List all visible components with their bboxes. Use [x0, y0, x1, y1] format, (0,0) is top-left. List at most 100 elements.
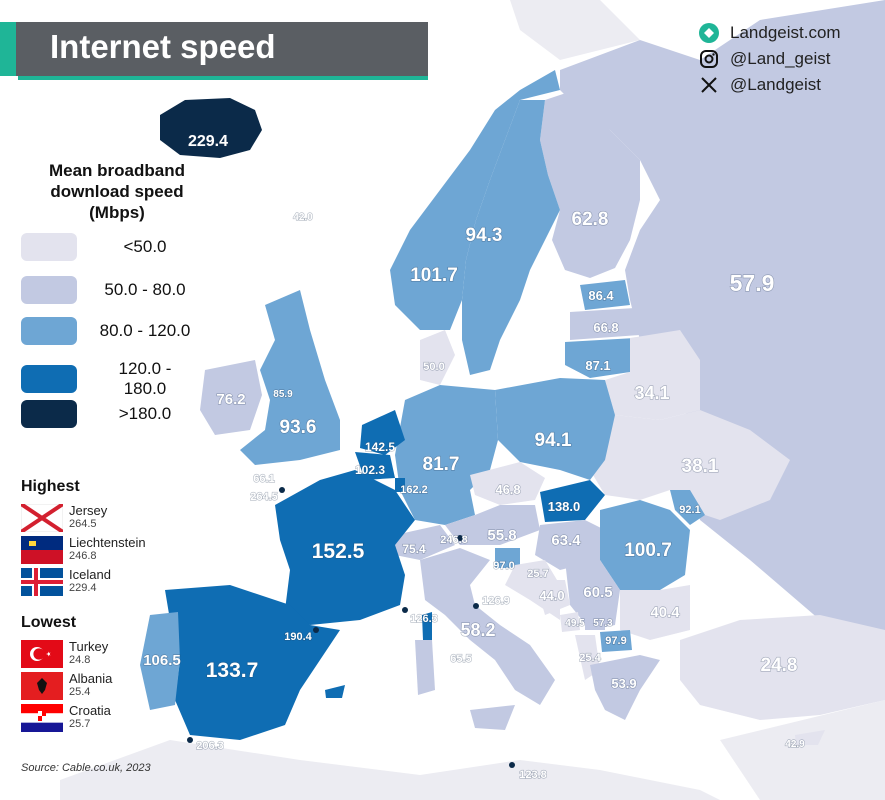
bulgaria-value: 40.4 [650, 604, 680, 621]
social-links: Landgeist.com @Land_geist @Landgeist [698, 20, 841, 98]
lowest-item: Croatia 25.7 [21, 704, 111, 732]
jersey-flag-icon [21, 504, 63, 532]
slovenia-value: 97.0 [493, 560, 514, 572]
slovakia-value: 138.0 [548, 499, 581, 514]
liechtenstein-flag-icon [21, 536, 63, 564]
gibraltar-dot [187, 737, 193, 743]
x-logo-icon [698, 74, 720, 96]
san-marino-dot [473, 603, 479, 609]
turkey-value: 24.8 [761, 655, 798, 676]
legend-item: 80.0 - 120.0 [21, 317, 195, 345]
estonia-value: 86.4 [588, 288, 614, 303]
legend-item: >180.0 [21, 400, 195, 428]
sardinia-region [415, 640, 435, 695]
ireland-value: 76.2 [216, 391, 245, 408]
albania-flag-icon [21, 672, 63, 700]
finland-region [540, 90, 640, 278]
globe-icon [698, 22, 720, 44]
legend-swatch [21, 365, 77, 393]
legend-item: 120.0 - 180.0 [21, 359, 195, 399]
andorra-value: 190.4 [284, 631, 312, 643]
ireland-region [200, 360, 262, 435]
uk-value: 93.6 [280, 417, 317, 438]
spain-value: 133.7 [206, 659, 259, 682]
luxembourg-value: 162.2 [400, 484, 428, 496]
liechtenstein-dot [457, 535, 463, 541]
sweden-region [462, 100, 560, 375]
moldova-value: 92.1 [679, 504, 700, 516]
belgium-region [355, 452, 395, 480]
montenegro-region [560, 612, 580, 632]
romania-value: 100.7 [624, 540, 672, 561]
slovakia-region [540, 480, 605, 522]
spain-region [165, 585, 340, 740]
poland-region [495, 378, 615, 480]
ukraine-value: 38.1 [682, 456, 719, 477]
highest-name: Jersey [69, 503, 108, 518]
france-region [275, 470, 415, 625]
hungary-value: 63.4 [551, 532, 581, 549]
legend-item: 50.0 - 80.0 [21, 276, 195, 304]
highest-value: 229.4 [69, 582, 97, 594]
serbia-region [565, 560, 620, 630]
croatia-flag-icon [21, 704, 63, 732]
page-title: Internet speed [50, 28, 276, 65]
title-underline [18, 76, 428, 80]
legend-swatch [21, 276, 77, 304]
slovenia-region [495, 548, 520, 568]
bosnia-region [535, 580, 570, 615]
sicily-region [470, 705, 515, 730]
legend-label: >180.0 [118, 404, 172, 423]
title-banner [0, 22, 428, 76]
portugal-value: 106.5 [143, 652, 181, 669]
vatican-value: 65.5 [450, 653, 471, 665]
czechia-value: 46.8 [495, 482, 520, 497]
isle-of-man-value: 85.9 [273, 389, 293, 400]
austria-value: 55.8 [487, 527, 516, 544]
albania-value: 25.4 [579, 652, 601, 664]
legend-label: 120.0 - 180.0 [118, 359, 172, 398]
north-macedonia-value: 97.9 [605, 635, 626, 647]
website-link[interactable]: Landgeist.com [698, 20, 841, 46]
lowest-heading: Lowest [21, 614, 77, 631]
iceland-region [160, 98, 262, 158]
poland-value: 94.1 [535, 430, 572, 451]
italy-value: 58.2 [460, 620, 495, 640]
germany-region [395, 385, 498, 525]
legend-title-line-1: Mean broadband [48, 161, 185, 180]
luxembourg-region [395, 478, 405, 492]
legend-label: 80.0 - 120.0 [99, 321, 191, 340]
jersey-value: 264.5 [250, 491, 278, 503]
liechtenstein-value: 246.8 [440, 534, 468, 546]
iceland-value: 229.4 [188, 133, 228, 150]
switzerland-region [395, 525, 455, 560]
gibraltar-value: 206.3 [196, 740, 224, 752]
legend-swatch [21, 233, 77, 261]
norway-value: 101.7 [410, 265, 458, 286]
bulgaria-region [620, 585, 690, 640]
x-link[interactable]: @Landgeist [698, 72, 841, 98]
legend-item: <50.0 [21, 233, 195, 261]
cyprus-value: 42.9 [785, 739, 805, 750]
uk-region [240, 290, 340, 465]
denmark-value: 50.0 [423, 361, 444, 373]
lowest-item: Albania 25.4 [21, 672, 112, 700]
lowest-name: Albania [69, 671, 113, 686]
website-text: Landgeist.com [730, 23, 841, 42]
kosovo-value: 57.3 [593, 618, 613, 629]
instagram-link[interactable]: @Land_geist [698, 46, 841, 72]
finland-value: 62.8 [572, 209, 609, 230]
x-text: @Landgeist [730, 75, 821, 94]
malta-value: 123.8 [519, 769, 547, 781]
legend-label: <50.0 [123, 237, 167, 256]
guernsey-value: 66.1 [253, 473, 274, 485]
switzerland-value: 75.4 [402, 542, 426, 556]
andorra-dot [313, 627, 319, 633]
balearic-region [325, 685, 345, 698]
kosovo-region [585, 612, 605, 630]
russia-value: 57.9 [730, 270, 775, 296]
lowest-item: Turkey 24.8 [21, 640, 108, 668]
highest-name: Liechtenstein [69, 535, 146, 550]
monaco-dot [402, 607, 408, 613]
